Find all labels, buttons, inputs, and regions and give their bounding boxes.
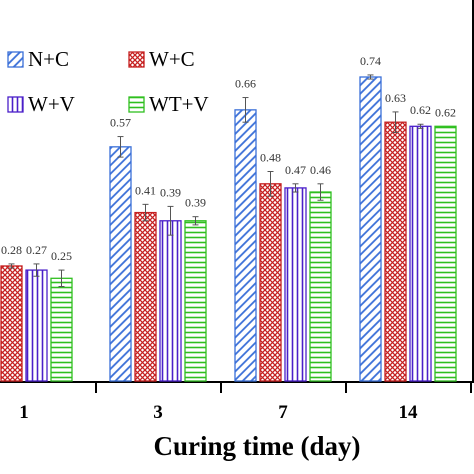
data-label-nc-day-14: 0.74 [360, 54, 381, 68]
error-bar-wv-day-14 [417, 123, 424, 129]
diagonal-hatch-swatch-icon [7, 51, 24, 68]
legend-item-nc: N+C [7, 47, 69, 71]
bar-wv-day-3 [159, 220, 182, 382]
data-label-wc-day-1: 0.28 [1, 243, 22, 257]
x-tick-label-14: 14 [399, 402, 419, 423]
error-bar-wc-day-14 [392, 111, 399, 133]
error-bar-wc-day-1 [8, 263, 15, 269]
data-label-wtv-day-3: 0.39 [185, 196, 206, 210]
bar-wtv-day-3 [184, 220, 207, 382]
bar-wv-day-7 [284, 187, 307, 382]
x-axis-title: Curing time (day) [154, 431, 361, 461]
legend-item-wv: W+V [7, 92, 75, 116]
bar-nc-day-3 [109, 146, 132, 382]
plot-frame [0, 0, 474, 383]
legend-label-nc: N+C [28, 47, 69, 71]
legend-label-wtv: WT+V [149, 92, 209, 116]
legend-item-wtv: WT+V [128, 92, 209, 116]
horizontal-stripe-swatch-icon [128, 96, 145, 113]
x-axis-ticks: 1 3 7 14 [19, 381, 472, 423]
data-label-wtv-day-7: 0.46 [310, 163, 331, 177]
bar-wc-day-14 [384, 121, 407, 382]
data-label-wtv-day-1: 0.25 [51, 249, 72, 263]
data-label-wtv-day-14: 0.62 [435, 105, 456, 119]
data-labels-layer: 90.570.660.740.280.410.480.630.270.390.4… [1, 54, 456, 263]
bar-wtv-day-7 [309, 191, 332, 382]
bar-wc-day-3 [134, 211, 157, 382]
bar-nc-day-14 [359, 76, 382, 382]
error-bar-wv-day-7 [292, 183, 299, 193]
error-bar-wtv-day-1 [58, 269, 65, 288]
vertical-stripe-swatch-icon [7, 96, 24, 113]
data-label-nc-day-3: 0.57 [110, 116, 131, 130]
data-label-nc-day-7: 0.66 [235, 77, 256, 91]
data-label-wv-day-14: 0.62 [410, 103, 431, 117]
error-bar-wv-day-1 [33, 263, 40, 277]
x-tick-label-3: 3 [153, 402, 163, 423]
bar-wtv-day-14 [434, 125, 457, 382]
data-label-wv-day-1: 0.27 [26, 243, 47, 257]
bar-wc-day-1 [0, 265, 23, 382]
x-tick-label-1: 1 [19, 402, 29, 423]
legend-item-wc: W+C [128, 47, 195, 71]
plot-area [0, 0, 474, 383]
bar-wc-day-7 [259, 183, 282, 382]
bar-wtv-day-1 [50, 277, 73, 382]
error-bar-nc-day-7 [242, 97, 249, 123]
bar-wv-day-14 [409, 125, 432, 382]
bars-layer [0, 76, 457, 382]
data-label-wv-day-7: 0.47 [285, 163, 306, 177]
data-label-wc-day-14: 0.63 [385, 91, 406, 105]
error-bar-nc-day-14 [367, 74, 374, 80]
legend-label-wc: W+C [149, 47, 195, 71]
error-bar-wtv-day-7 [317, 183, 324, 201]
bar-wv-day-1 [25, 269, 48, 382]
x-tick-label-7: 7 [278, 402, 288, 423]
error-bars-layer [8, 74, 424, 288]
legend: N+C W+C W+V WT+V [7, 47, 209, 116]
error-bar-wc-day-3 [142, 203, 149, 222]
error-bar-wc-day-7 [267, 170, 274, 197]
data-label-wc-day-7: 0.48 [260, 150, 281, 164]
bar-nc-day-7 [234, 109, 257, 382]
legend-label-wv: W+V [28, 92, 75, 116]
cross-hatch-swatch-icon [128, 51, 145, 68]
error-bar-nc-day-3 [117, 136, 124, 158]
error-bar-wv-day-3 [167, 205, 174, 236]
data-label-wv-day-3: 0.39 [160, 185, 181, 199]
data-label-wc-day-3: 0.41 [135, 183, 156, 197]
error-bar-wtv-day-3 [192, 216, 199, 226]
